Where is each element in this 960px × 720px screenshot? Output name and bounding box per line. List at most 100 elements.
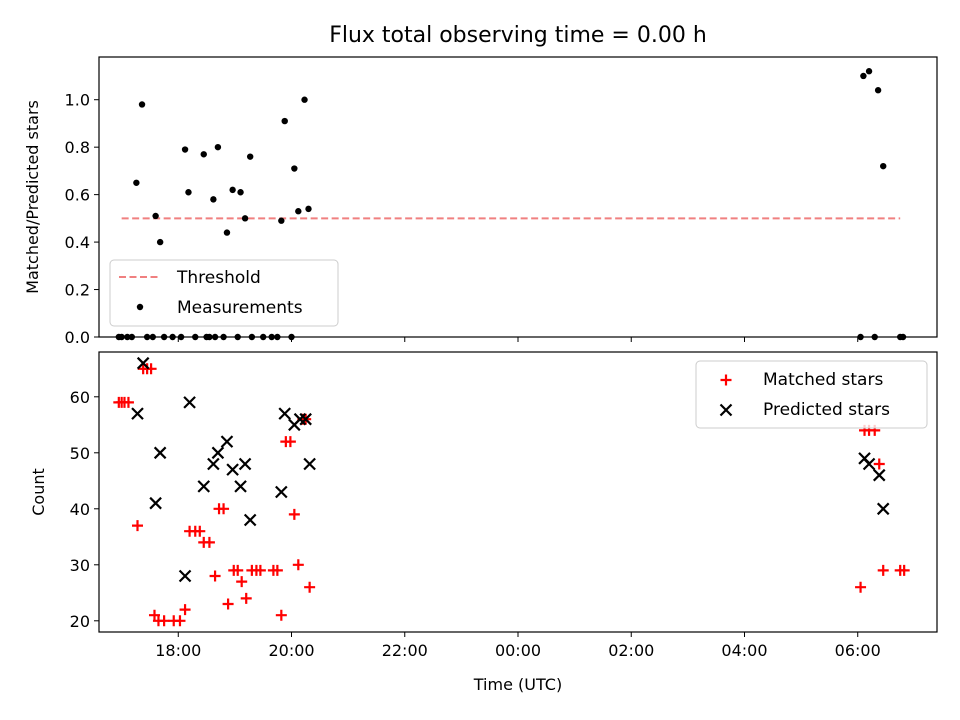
bottom-predicted-point: [872, 468, 886, 482]
bottom-predicted-point: [153, 446, 167, 460]
bottom-matched-point: [209, 570, 221, 582]
x-axis-label: Time (UTC): [473, 675, 562, 694]
x-tick-label: 06:00: [835, 641, 881, 660]
bottom-matched-point: [288, 508, 300, 520]
legend-predicted-label: Predicted stars: [763, 400, 890, 420]
top-y-tick-label: 0.2: [65, 281, 90, 300]
legend-predicted-swatch: [719, 403, 733, 417]
legend-matched-label: Matched stars: [763, 370, 883, 390]
top-y-tick-label: 0.8: [65, 138, 90, 157]
bottom-matched-point: [304, 581, 316, 593]
top-point: [200, 151, 207, 158]
bottom-matched-point: [222, 598, 234, 610]
top-point: [237, 189, 244, 196]
top-point: [241, 215, 249, 222]
legend-threshold-label: Threshold: [176, 268, 261, 288]
legend-matched-swatch: [720, 374, 732, 386]
bottom-predicted-point: [178, 569, 192, 583]
top-point: [152, 212, 159, 220]
top-point: [860, 72, 867, 80]
top-legend: Threshold Measurements: [109, 259, 339, 327]
top-y-tick-label: 0.4: [65, 233, 90, 252]
bottom-predicted-point: [293, 412, 307, 426]
bottom-matched-point: [284, 436, 296, 448]
bottom-legend: Matched stars Predicted stars: [695, 360, 928, 429]
bottom-matched-point: [158, 615, 170, 627]
bottom-predicted-point: [299, 412, 312, 426]
bottom-predicted-point: [207, 457, 220, 471]
bottom-y-tick-label: 60: [70, 388, 90, 407]
bottom-matched-point: [179, 604, 191, 616]
bottom-matched-point: [271, 564, 283, 576]
top-point: [138, 101, 146, 108]
top-y-tick-label: 0.0: [65, 328, 90, 347]
bottom-y-axis-label: Count: [29, 468, 48, 516]
top-point: [880, 162, 887, 170]
x-tick-label: 20:00: [268, 641, 314, 660]
top-point: [156, 238, 164, 246]
bottom-predicted-point: [197, 480, 211, 493]
bottom-y-tick-label: 50: [70, 444, 90, 463]
bottom-y-tick-label: 30: [70, 556, 90, 575]
top-point: [214, 143, 222, 151]
bottom-matched-point: [898, 564, 910, 576]
top-legend-box: [109, 259, 339, 327]
bottom-predicted-point: [149, 496, 162, 510]
bottom-predicted-point: [220, 435, 234, 448]
x-tick-label: 04:00: [721, 641, 767, 660]
top-point: [278, 217, 285, 224]
top-point: [185, 189, 192, 196]
x-tick-label: 22:00: [382, 641, 428, 660]
top-point: [874, 87, 882, 94]
bottom-panel: 20 30 40 50 60 18:00 20:00 22:00 00:00 02:00 04:00…: [70, 351, 938, 660]
top-point: [281, 117, 288, 125]
bottom-predicted-point: [862, 457, 876, 471]
top-point: [223, 229, 231, 236]
top-point: [229, 186, 236, 194]
bottom-matched-point: [132, 520, 144, 532]
bottom-predicted-point: [183, 396, 196, 409]
top-point: [291, 165, 298, 172]
bottom-predicted-point: [211, 446, 225, 460]
bottom-matched-point: [203, 536, 215, 548]
bottom-matched-point: [873, 458, 885, 470]
bottom-matched-point: [254, 564, 266, 576]
bottom-matched-point: [877, 564, 889, 576]
top-point: [133, 179, 140, 186]
top-y-axis-label: Matched/Predicted stars: [23, 100, 42, 294]
top-y-tick-label: 0.6: [65, 186, 90, 205]
bottom-predicted-point: [234, 480, 247, 493]
bottom-y-tick-label: 20: [70, 612, 90, 631]
x-tick-label: 18:00: [155, 641, 201, 660]
top-point: [305, 205, 312, 213]
top-point: [295, 208, 302, 215]
bottom-matched-point: [855, 581, 867, 593]
x-tick-label: 00:00: [495, 641, 541, 660]
bottom-predicted-point: [876, 502, 890, 516]
bottom-predicted-point: [278, 407, 291, 420]
bottom-matched-point: [236, 576, 248, 588]
bottom-predicted-point: [243, 513, 257, 527]
top-point: [865, 68, 873, 75]
top-point: [246, 153, 254, 160]
bottom-matched-point: [148, 609, 160, 621]
bottom-matched-point: [122, 396, 134, 408]
bottom-legend-box: [695, 360, 928, 429]
bottom-predicted-point: [136, 356, 150, 370]
bottom-matched-point: [240, 592, 252, 604]
bottom-matched-point: [232, 564, 244, 576]
bottom-predicted-point: [238, 457, 252, 471]
bottom-predicted-point: [303, 457, 316, 471]
bottom-matched-point: [275, 609, 287, 621]
top-point: [301, 96, 308, 103]
bottom-matched-point: [194, 525, 206, 537]
bottom-predicted-point: [131, 407, 144, 420]
bottom-predicted-point: [226, 463, 239, 476]
bottom-matched-point: [292, 559, 304, 571]
bottom-y-tick-label: 40: [70, 500, 90, 519]
legend-measurements-swatch: [136, 303, 144, 311]
bottom-matched-point: [218, 503, 230, 515]
top-point: [181, 146, 189, 153]
